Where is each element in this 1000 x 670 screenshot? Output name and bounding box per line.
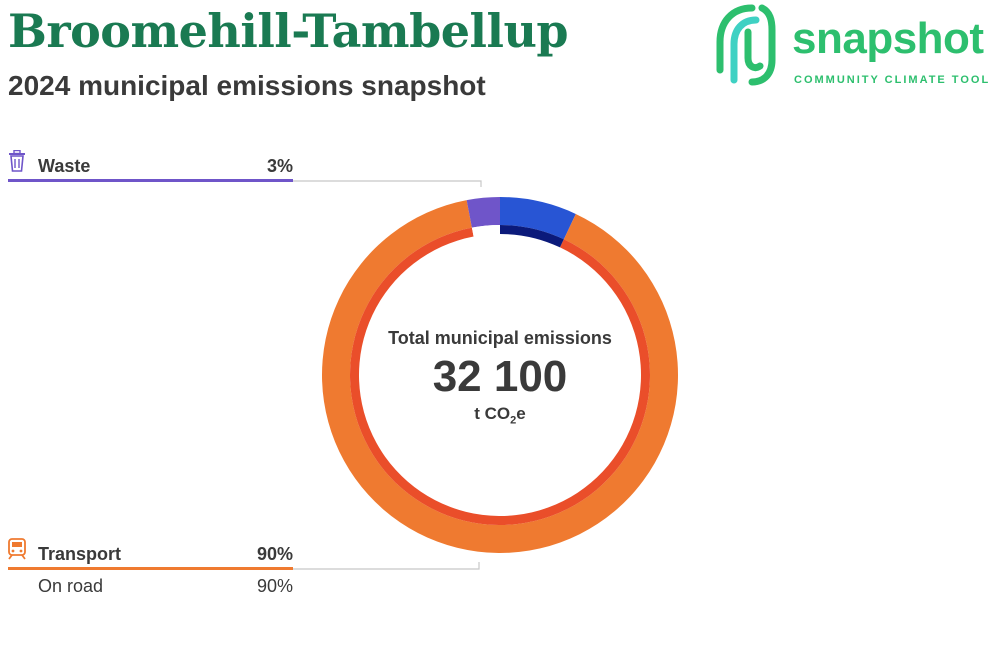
legend-bar-transport bbox=[8, 567, 293, 570]
logo-tagline: COMMUNITY CLIMATE TOOL bbox=[794, 74, 991, 86]
legend-pct-transport: 90% bbox=[256, 544, 293, 564]
legend-label-waste: Waste bbox=[38, 156, 91, 176]
donut-slice-stationary-energy[interactable] bbox=[500, 197, 576, 240]
legend-bar-waste bbox=[8, 179, 293, 182]
total-emissions-label: Total municipal emissions bbox=[388, 328, 612, 348]
train-icon bbox=[8, 538, 26, 560]
legend-sub-label-on-road: On road bbox=[38, 576, 104, 596]
donut-inner-slice-stationary-energy-inner[interactable] bbox=[500, 225, 564, 248]
total-emissions-unit: t CO2e bbox=[474, 404, 526, 427]
waste-leader-line bbox=[293, 180, 482, 187]
legend-sub-pct-on-road: 90% bbox=[256, 576, 293, 596]
legend-label-transport: Transport bbox=[38, 544, 122, 564]
donut-slice-waste[interactable] bbox=[466, 197, 500, 228]
page-title: Broomehill-Tambellup bbox=[8, 4, 569, 58]
page-subtitle: 2024 municipal emissions snapshot bbox=[8, 70, 486, 101]
logo-wordmark: snapshot bbox=[792, 14, 984, 63]
donut-inner-slice-waste-inner[interactable] bbox=[471, 225, 500, 237]
transport-leader-line bbox=[293, 562, 480, 570]
total-emissions-value: 32 100 bbox=[432, 352, 568, 401]
fingerprint-logo-icon bbox=[716, 4, 776, 86]
trash-bin-icon bbox=[9, 150, 25, 172]
snapshot-logo[interactable]: snapshot COMMUNITY CLIMATE TOOL bbox=[712, 0, 1000, 92]
legend-pct-waste: 3% bbox=[266, 156, 293, 176]
